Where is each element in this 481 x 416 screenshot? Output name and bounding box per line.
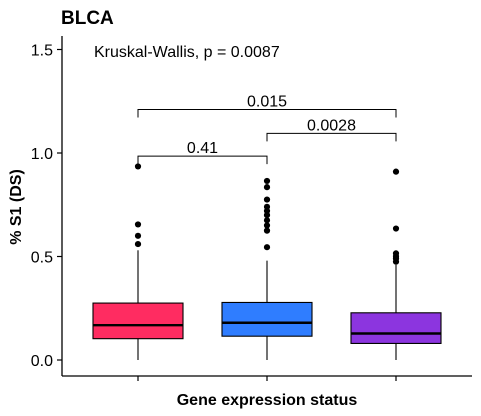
outlier-point bbox=[263, 222, 271, 229]
y-tick-label: 1.0 bbox=[31, 146, 53, 163]
y-tick-label: 0.5 bbox=[31, 250, 53, 267]
comparison-p-value: 0.015 bbox=[247, 94, 287, 111]
x-axis-label: Gene expression status bbox=[177, 392, 358, 409]
comparison-bracket bbox=[137, 109, 397, 118]
box bbox=[221, 301, 313, 337]
outlier-point bbox=[263, 196, 271, 203]
plot-area: 0.0 0.5 1.0 1.5 0.015 0.0028 0.41 bbox=[31, 43, 442, 381]
outlier-point bbox=[134, 240, 142, 248]
outlier-point bbox=[263, 177, 271, 185]
comparison-bracket bbox=[137, 155, 268, 165]
outlier-point bbox=[263, 184, 271, 191]
outlier-point bbox=[263, 203, 271, 210]
outlier-point bbox=[263, 217, 271, 224]
y-tick-label: 0.0 bbox=[31, 353, 53, 370]
comparison-p-value: 0.0028 bbox=[307, 117, 356, 134]
outlier-point bbox=[263, 244, 271, 251]
test-annotation: Kruskal-Wallis, p = 0.0087 bbox=[94, 44, 280, 61]
outlier-point bbox=[134, 163, 142, 170]
y-axis-label: % S1 (DS) bbox=[8, 169, 25, 245]
chart-title: BLCA bbox=[61, 8, 114, 29]
outlier-point bbox=[263, 227, 271, 234]
outlier-point bbox=[392, 250, 400, 257]
outlier-point bbox=[392, 168, 400, 175]
outlier-point bbox=[134, 221, 142, 228]
box bbox=[350, 312, 442, 344]
box bbox=[92, 302, 184, 340]
comparison-p-value: 0.41 bbox=[187, 140, 218, 157]
outlier-point bbox=[134, 232, 142, 239]
outlier-point bbox=[392, 225, 400, 232]
comparison-bracket bbox=[266, 132, 397, 142]
y-tick-label: 1.5 bbox=[31, 43, 53, 60]
